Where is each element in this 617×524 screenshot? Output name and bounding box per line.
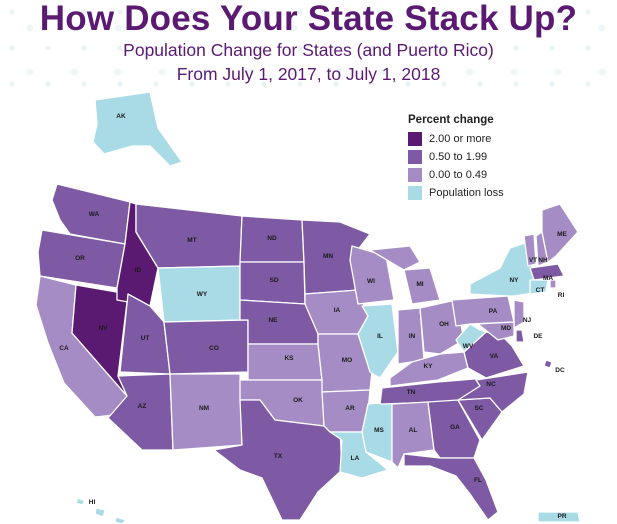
state-ks bbox=[247, 343, 323, 381]
state-label-mn: MN bbox=[323, 253, 333, 260]
legend-item: Population loss bbox=[408, 185, 558, 201]
state-label-id: ID bbox=[135, 267, 142, 274]
state-label-ky: KY bbox=[423, 363, 433, 370]
legend-swatch bbox=[408, 168, 422, 182]
state-label-ct: CT bbox=[536, 287, 545, 294]
state-label-mo: MO bbox=[342, 357, 352, 364]
map-title: How Does Your State Stack Up? bbox=[39, 0, 578, 38]
state-label-sd: SD bbox=[269, 277, 278, 284]
state-vt bbox=[523, 233, 537, 267]
map-legend: Percent change 2.00 or more 0.50 to 1.99… bbox=[408, 114, 558, 203]
state-label-il: IL bbox=[377, 333, 383, 340]
state-label-ut: UT bbox=[141, 335, 150, 342]
state-label-nv: NV bbox=[98, 325, 108, 332]
state-ma bbox=[529, 263, 565, 281]
state-pa bbox=[451, 295, 515, 327]
state-fl bbox=[403, 453, 499, 521]
state-label-fl: FL bbox=[474, 477, 482, 484]
state-pr bbox=[537, 511, 581, 523]
state-tx bbox=[213, 399, 343, 521]
state-nc bbox=[457, 371, 529, 413]
map-subtitle-line2: From July 1, 2017, to July 1, 2018 bbox=[176, 64, 441, 84]
state-label-ms: MS bbox=[374, 427, 384, 434]
state-label-wi: WI bbox=[367, 278, 375, 285]
state-label-az: AZ bbox=[138, 403, 147, 410]
state-label-wa: WA bbox=[89, 211, 100, 218]
legend-item: 0.50 to 1.99 bbox=[408, 149, 558, 165]
legend-label: 0.50 to 1.99 bbox=[429, 151, 488, 163]
state-label-sc: SC bbox=[474, 405, 483, 412]
state-label-ks: KS bbox=[284, 355, 294, 362]
legend-label: 2.00 or more bbox=[429, 133, 492, 145]
state-me bbox=[541, 203, 579, 263]
state-or bbox=[37, 229, 126, 289]
state-label-wy: WY bbox=[197, 291, 208, 298]
header-pattern-background bbox=[0, 0, 617, 100]
legend-swatch bbox=[408, 132, 422, 146]
legend-item: 0.00 to 0.49 bbox=[408, 167, 558, 183]
state-label-ri: RI bbox=[558, 292, 565, 299]
state-nm bbox=[169, 373, 243, 451]
state-co bbox=[163, 319, 249, 375]
state-label-oh: OH bbox=[439, 321, 449, 328]
legend-swatch bbox=[408, 186, 422, 200]
state-label-pa: PA bbox=[489, 308, 498, 315]
state-label-mi: MI bbox=[416, 281, 423, 288]
state-label-la: LA bbox=[351, 455, 360, 462]
legend-label: Population loss bbox=[429, 187, 504, 199]
legend-title: Percent change bbox=[408, 114, 494, 126]
state-label-vt: VT bbox=[529, 257, 537, 264]
state-label-ok: OK bbox=[293, 397, 303, 404]
state-nj bbox=[513, 299, 525, 329]
state-label-ia: IA bbox=[334, 307, 341, 314]
state-label-va: VA bbox=[490, 353, 499, 360]
state-label-wv: WV bbox=[463, 343, 474, 350]
state-label-ga: GA bbox=[450, 424, 460, 431]
state-label-ny: NY bbox=[509, 277, 519, 284]
state-oh bbox=[419, 299, 465, 355]
legend-swatch bbox=[408, 150, 422, 164]
state-label-nm: NM bbox=[199, 405, 209, 412]
state-label-or: OR bbox=[75, 255, 85, 262]
state-mi bbox=[369, 245, 441, 305]
state-label-mt: MT bbox=[187, 237, 196, 244]
state-label-tn: TN bbox=[407, 389, 416, 396]
state-label-al: AL bbox=[409, 427, 418, 434]
legend-label: 0.00 to 0.49 bbox=[429, 169, 488, 181]
state-label-nh: NH bbox=[538, 257, 548, 264]
state-dc bbox=[543, 359, 553, 369]
state-label-ar: AR bbox=[345, 405, 355, 412]
state-wv bbox=[455, 323, 487, 353]
state-label-ma: MA bbox=[543, 275, 553, 282]
state-label-pr: PR bbox=[557, 513, 566, 520]
state-label-hi: HI bbox=[89, 499, 96, 506]
state-label-dc: DC bbox=[555, 367, 565, 374]
state-ri bbox=[549, 279, 557, 289]
state-label-de: DE bbox=[533, 333, 543, 340]
state-label-ca: CA bbox=[59, 345, 69, 352]
state-label-ne: NE bbox=[268, 317, 278, 324]
state-label-nd: ND bbox=[267, 235, 277, 242]
state-il bbox=[357, 303, 399, 379]
state-ak bbox=[92, 91, 183, 167]
state-label-co: CO bbox=[209, 345, 219, 352]
legend-item: 2.00 or more bbox=[408, 131, 558, 147]
state-label-nc: NC bbox=[486, 381, 496, 388]
state-label-md: MD bbox=[501, 325, 511, 332]
map-header: How Does Your State Stack Up? Population… bbox=[0, 0, 617, 86]
state-label-tx: TX bbox=[274, 453, 283, 460]
state-md bbox=[477, 321, 515, 341]
state-hi bbox=[75, 497, 127, 524]
state-label-nj: NJ bbox=[523, 317, 532, 324]
state-de bbox=[515, 329, 525, 343]
state-mt bbox=[135, 203, 243, 269]
state-label-ak: AK bbox=[116, 113, 126, 120]
state-label-in: IN bbox=[409, 333, 416, 340]
state-label-me: ME bbox=[557, 231, 567, 238]
state-ct bbox=[529, 279, 549, 295]
map-subtitle-line1: Population Change for States (and Puerto… bbox=[123, 40, 494, 60]
